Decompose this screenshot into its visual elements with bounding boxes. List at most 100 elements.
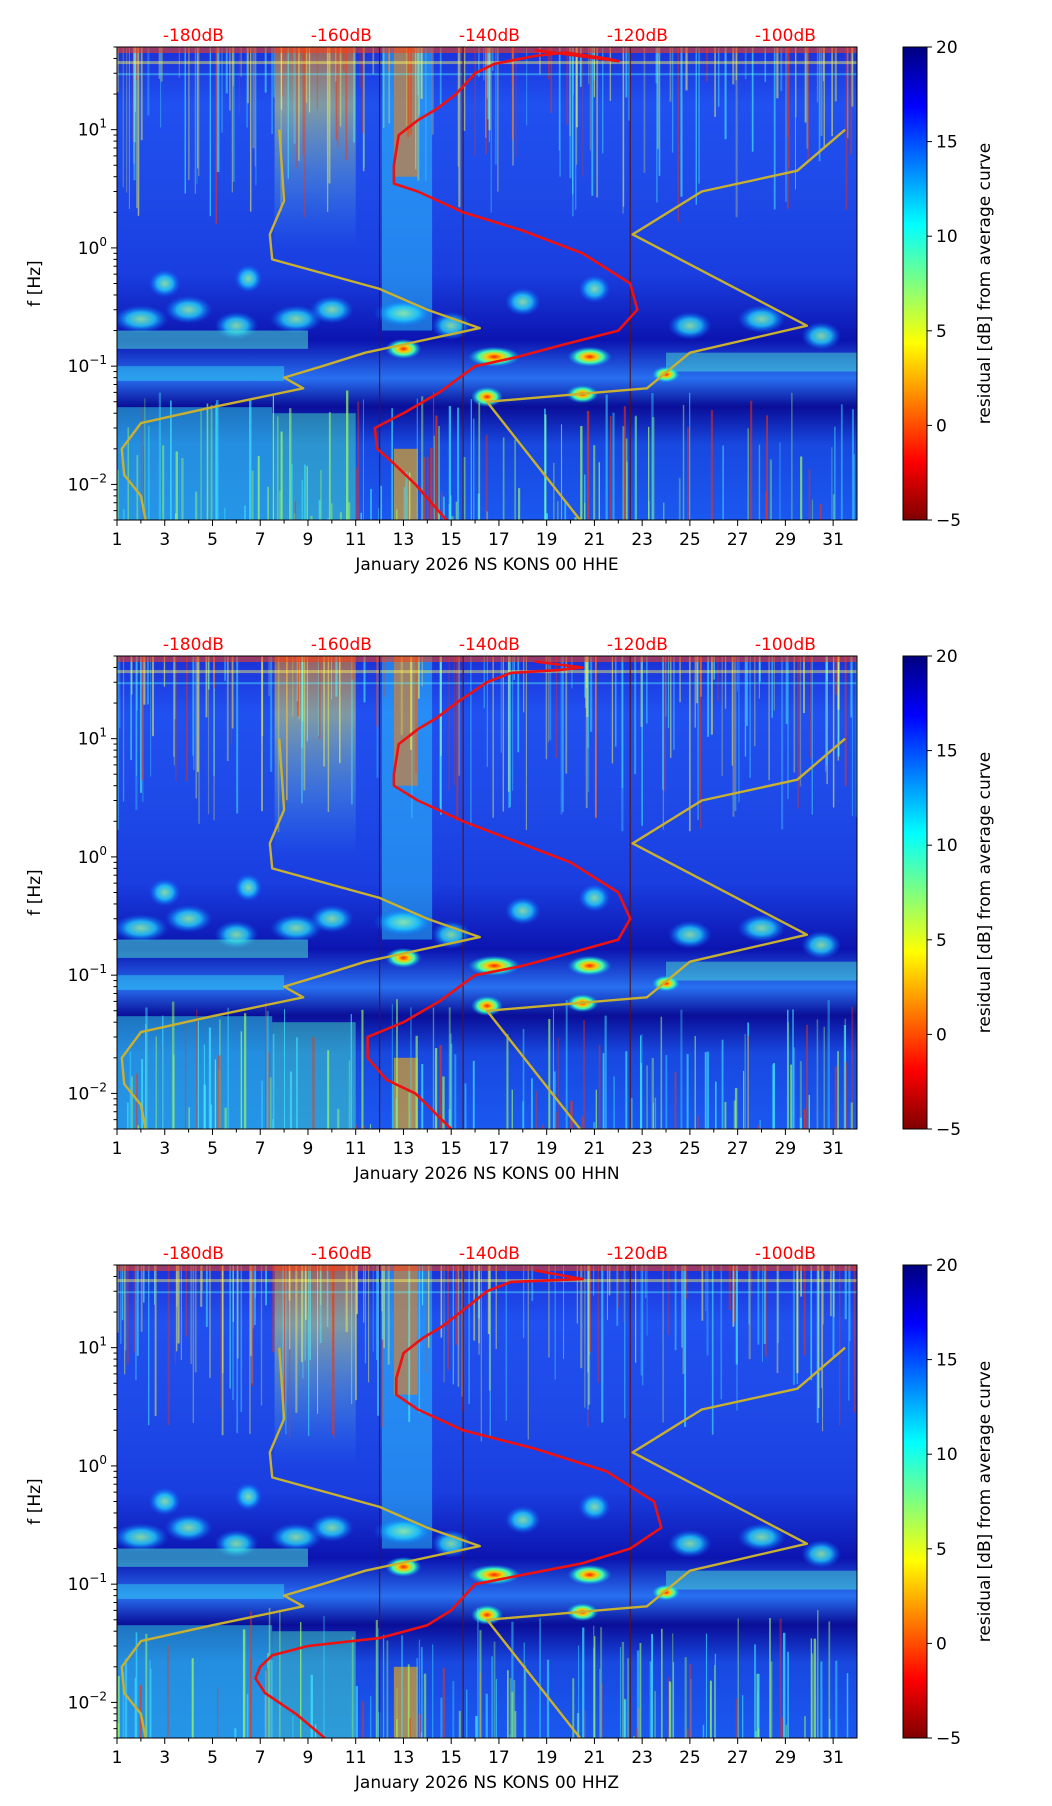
x-tick-label: 7 — [255, 1139, 266, 1159]
colorbar-tick-label: 15 — [936, 133, 958, 153]
x-tick-label: 25 — [679, 530, 701, 550]
x-tick-label: 21 — [584, 1748, 606, 1768]
y-axis-label: f [Hz] — [25, 1478, 45, 1524]
x-tick-label: 7 — [255, 530, 266, 550]
x-tick-label: 3 — [159, 530, 170, 550]
noise-model-curve — [485, 1346, 846, 1738]
colorbar-tick-label: 5 — [936, 322, 947, 342]
y-axis-label: f [Hz] — [25, 260, 45, 306]
y-tick-label: 10−1 — [68, 962, 107, 986]
x-tick-label: 5 — [207, 1139, 218, 1159]
x-tick-label: 29 — [775, 1748, 797, 1768]
top-db-label: -100dB — [755, 26, 816, 46]
x-tick-label: 25 — [679, 1748, 701, 1768]
top-db-label: -180dB — [163, 26, 224, 46]
colorbar-tick-label: 5 — [936, 1540, 947, 1560]
x-tick-label: 19 — [536, 1139, 558, 1159]
y-tick-label: 100 — [78, 235, 107, 259]
noise-model-curve — [485, 737, 846, 1129]
x-tick-label: 9 — [303, 530, 314, 550]
top-db-label: -100dB — [755, 635, 816, 655]
colorbar-tick-label: 5 — [936, 931, 947, 951]
x-tick-label: 9 — [303, 1748, 314, 1768]
y-tick-label: 100 — [78, 844, 107, 868]
colorbar-tick-label: 0 — [936, 416, 947, 436]
x-tick-label: 21 — [584, 1139, 606, 1159]
colorbar: −5 0 5 10 15 20 residual [dB] from average cur… — [902, 38, 995, 531]
colorbar-tick-label: 10 — [936, 1445, 958, 1465]
y-tick-label: 10−2 — [68, 1689, 107, 1713]
x-axis-label: January 2026 NS KONS 00 HHZ — [354, 1773, 619, 1793]
top-db-label: -160dB — [311, 1244, 372, 1264]
y-tick-label: 101 — [78, 1335, 107, 1359]
psd-curve — [254, 1269, 663, 1738]
colorbar: −5 0 5 10 15 20 residual [dB] from average cur… — [902, 1256, 995, 1749]
top-db-label: -180dB — [163, 1244, 224, 1264]
top-db-label: -100dB — [755, 1244, 816, 1264]
top-db-label: -140dB — [459, 635, 520, 655]
y-tick-label: 101 — [78, 117, 107, 141]
x-tick-label: 9 — [303, 1139, 314, 1159]
top-db-label: -120dB — [607, 26, 668, 46]
noise-model-curve — [120, 129, 481, 520]
x-axis-label: January 2026 NS KONS 00 HHE — [354, 555, 618, 575]
y-tick-label: 101 — [78, 726, 107, 750]
colorbar-label: residual [dB] from average curve — [975, 752, 995, 1033]
x-tick-label: 3 — [159, 1139, 170, 1159]
x-tick-label: 19 — [536, 1748, 558, 1768]
x-tick-label: 23 — [631, 1139, 653, 1159]
colorbar-tick-label: −5 — [936, 1729, 961, 1749]
colorbar-tick-label: 10 — [936, 836, 958, 856]
x-tick-label: 13 — [393, 530, 415, 550]
x-tick-label: 11 — [345, 1748, 367, 1768]
x-tick-label: 31 — [822, 1139, 844, 1159]
x-tick-label: 23 — [631, 1748, 653, 1768]
x-tick-label: 11 — [345, 1139, 367, 1159]
y-tick-label: 100 — [78, 1453, 107, 1477]
colorbar-tick-label: 20 — [936, 1256, 958, 1276]
noise-model-curve — [120, 1347, 481, 1738]
top-db-label: -120dB — [607, 1244, 668, 1264]
x-tick-label: 23 — [631, 530, 653, 550]
colorbar-label: residual [dB] from average curve — [975, 1361, 995, 1642]
x-tick-label: 27 — [727, 1748, 749, 1768]
x-tick-label: 1 — [112, 1748, 123, 1768]
x-tick-label: 31 — [822, 530, 844, 550]
x-tick-label: 15 — [440, 1139, 462, 1159]
x-tick-label: 7 — [255, 1748, 266, 1768]
x-tick-label: 1 — [112, 1139, 123, 1159]
top-db-label: -120dB — [607, 635, 668, 655]
x-tick-label: 19 — [536, 530, 558, 550]
top-db-label: -160dB — [311, 635, 372, 655]
x-tick-label: 15 — [440, 1748, 462, 1768]
colorbar-tick-label: 15 — [936, 742, 958, 762]
y-tick-label: 10−1 — [68, 353, 107, 377]
y-tick-label: 10−2 — [68, 471, 107, 495]
colorbar-tick-label: −5 — [936, 511, 961, 531]
x-tick-label: 3 — [159, 1748, 170, 1768]
colorbar: −5 0 5 10 15 20 residual [dB] from average cur… — [902, 647, 995, 1140]
x-tick-label: 17 — [488, 530, 510, 550]
colorbar-label: residual [dB] from average curve — [975, 143, 995, 424]
top-db-label: -180dB — [163, 635, 224, 655]
colorbar-tick-label: 10 — [936, 227, 958, 247]
spectrogram-image — [117, 1265, 857, 1738]
x-tick-label: 25 — [679, 1139, 701, 1159]
spectrogram-image — [117, 47, 857, 520]
top-db-label: -160dB — [311, 26, 372, 46]
x-tick-label: 13 — [393, 1139, 415, 1159]
top-db-label: -140dB — [459, 1244, 520, 1264]
colorbar-tick-label: 0 — [936, 1025, 947, 1045]
noise-model-curve — [485, 128, 846, 520]
top-db-label: -140dB — [459, 26, 520, 46]
x-tick-label: 1 — [112, 530, 123, 550]
y-axis-label: f [Hz] — [25, 869, 45, 915]
colorbar-tick-label: 20 — [936, 647, 958, 667]
y-tick-label: 10−1 — [68, 1571, 107, 1595]
psd-curve — [373, 48, 639, 520]
x-tick-label: 21 — [584, 530, 606, 550]
